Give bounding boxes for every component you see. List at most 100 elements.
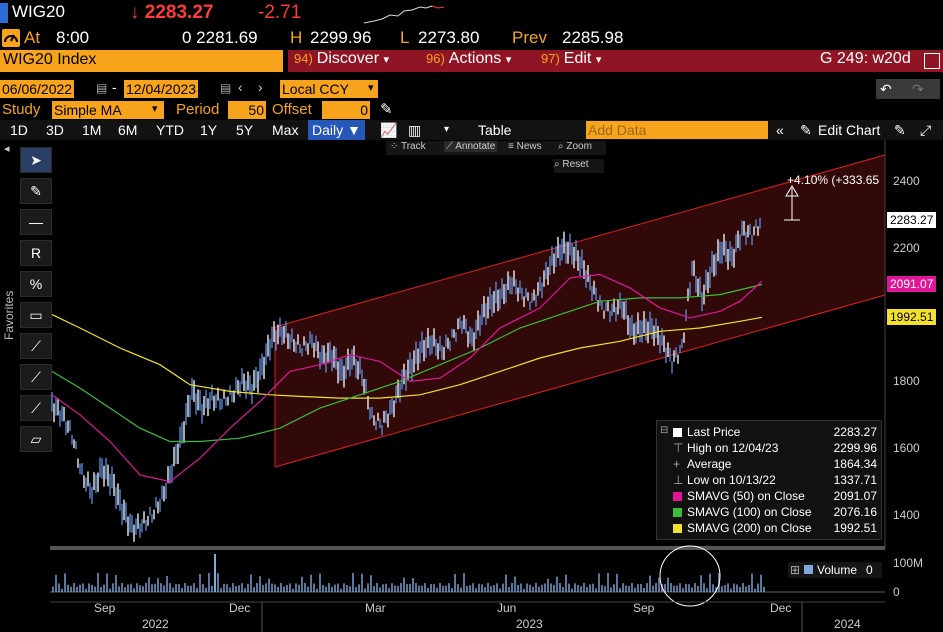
redo-icon[interactable]: ↷	[908, 79, 940, 99]
discover-menu[interactable]: 94) Discover ▾	[294, 50, 390, 67]
start-date-field[interactable]: 06/06/2022	[0, 80, 75, 98]
volume-bar	[172, 587, 174, 592]
currency-select[interactable]: Local CCY	[280, 80, 378, 98]
y-tick: 2400	[893, 174, 920, 188]
volume-bar	[124, 587, 126, 592]
volume-bar	[616, 573, 618, 592]
volume-bar	[256, 583, 258, 592]
pencil-icon[interactable]: ✎	[380, 101, 393, 118]
actions-menu[interactable]: 96) Actions ▾	[426, 50, 512, 67]
calendar-icon[interactable]: ▤	[220, 81, 232, 95]
security-field[interactable]: WIG20 Index	[0, 50, 283, 72]
pencil-icon[interactable]: ✎	[800, 122, 812, 138]
volume-bar	[268, 578, 270, 592]
expand-icon[interactable]: ⊟	[660, 425, 669, 436]
volume-bar	[589, 584, 591, 592]
prev-label: Prev	[512, 28, 547, 47]
annotate-button[interactable]: ⟋ Annotate	[444, 141, 498, 152]
volume-bar	[700, 575, 702, 592]
volume-bar	[196, 587, 198, 592]
average-marker-icon: +	[673, 457, 681, 471]
volume-bar	[523, 588, 525, 592]
volume-bar	[232, 583, 234, 592]
volume-bar	[364, 588, 366, 592]
pointer-icon[interactable]: ➤	[20, 147, 52, 173]
volume-bar	[607, 573, 609, 592]
volume-bar	[466, 586, 468, 592]
volume-bar	[412, 578, 414, 592]
volume-bar	[244, 588, 246, 592]
range-ytd[interactable]: YTD	[156, 122, 184, 138]
volume-bar	[694, 583, 696, 592]
volume-bar	[640, 583, 642, 592]
maximize-icon[interactable]	[924, 53, 940, 69]
prev-period-icon[interactable]: ‹	[238, 79, 243, 95]
undo-icon[interactable]: ↶	[876, 79, 908, 99]
volume-bar	[322, 584, 324, 592]
volume-bar	[649, 575, 651, 592]
volume-bar	[262, 585, 264, 592]
volume-bar	[214, 554, 216, 592]
parallel-icon[interactable]: ▱	[20, 426, 52, 452]
frequency-select[interactable]: Daily ▼	[308, 120, 365, 140]
retracement-icon[interactable]: R	[20, 240, 52, 266]
volume-bar	[127, 584, 129, 592]
volume-bar	[118, 586, 120, 592]
range-1m[interactable]: 1M	[82, 122, 102, 138]
volume-bar	[577, 585, 579, 592]
expand-icon[interactable]: ⊞	[790, 563, 801, 577]
zoom-button[interactable]: ⌕ Zoom	[558, 141, 592, 152]
horizontal-line-icon[interactable]: —	[20, 209, 52, 235]
percent-icon[interactable]: %	[20, 271, 52, 297]
collapse-icon[interactable]: «	[776, 122, 784, 138]
volume-bar	[643, 588, 645, 592]
price-chart[interactable]	[0, 140, 943, 632]
volume-bar	[100, 586, 102, 592]
expand-icon[interactable]: ⤢	[920, 122, 932, 138]
volume-bar	[181, 587, 183, 592]
range-max[interactable]: Max	[272, 122, 299, 138]
chevron-down-icon[interactable]: ▾	[368, 82, 374, 94]
news-button[interactable]: ≡ News	[508, 141, 542, 152]
range-3d[interactable]: 3D	[46, 122, 64, 138]
volume-bar	[592, 583, 594, 592]
edit-chart-button[interactable]: Edit Chart	[818, 122, 881, 138]
range-1d[interactable]: 1D	[10, 122, 28, 138]
line-chart-icon[interactable]: 📈	[380, 122, 398, 138]
range-6m[interactable]: 6M	[118, 122, 138, 138]
volume-bar	[583, 583, 585, 592]
add-data-field[interactable]: Add Data	[586, 121, 768, 139]
reset-button[interactable]: ⌕ Reset	[554, 159, 604, 173]
study-select[interactable]: Simple MA	[52, 101, 164, 119]
volume-bar	[559, 583, 561, 592]
calendar-icon[interactable]: ▤	[96, 81, 108, 95]
volume-bar	[106, 573, 108, 592]
collapse-arrow-icon[interactable]: ◂	[4, 143, 10, 155]
settings-icon[interactable]: ✎	[894, 122, 906, 138]
range-5y[interactable]: 5Y	[236, 122, 254, 138]
volume-bar	[526, 583, 528, 592]
x-year: 2023	[516, 617, 543, 631]
draw-pencil-icon[interactable]: ✎	[20, 178, 52, 204]
range-1y[interactable]: 1Y	[200, 122, 218, 138]
edit-menu[interactable]: 97) Edit ▾	[541, 50, 602, 67]
end-date-field[interactable]: 12/04/2023	[124, 80, 199, 98]
volume-bar	[475, 588, 477, 592]
bar-chart-icon[interactable]: ▥	[408, 122, 422, 138]
trendline-icon[interactable]: ⟋	[20, 333, 52, 359]
track-button[interactable]: ⁘ Track	[390, 141, 426, 152]
period-field[interactable]: 50	[228, 101, 266, 119]
next-period-icon[interactable]: ›	[258, 79, 263, 95]
rectangle-icon[interactable]: ▭	[20, 302, 52, 328]
channel-icon[interactable]: ⟋	[20, 395, 52, 421]
volume-bar	[343, 583, 345, 592]
chevron-down-icon[interactable]: ▾	[444, 124, 450, 135]
volume-bar	[556, 576, 558, 592]
volume-bar	[565, 574, 567, 592]
chevron-down-icon[interactable]: ▾	[152, 103, 158, 115]
ray-icon[interactable]: ⟋	[20, 364, 52, 390]
table-button[interactable]: Table	[478, 122, 512, 138]
sma50-line	[51, 273, 763, 483]
date-separator: -	[112, 79, 117, 95]
offset-field[interactable]: 0	[322, 101, 370, 119]
